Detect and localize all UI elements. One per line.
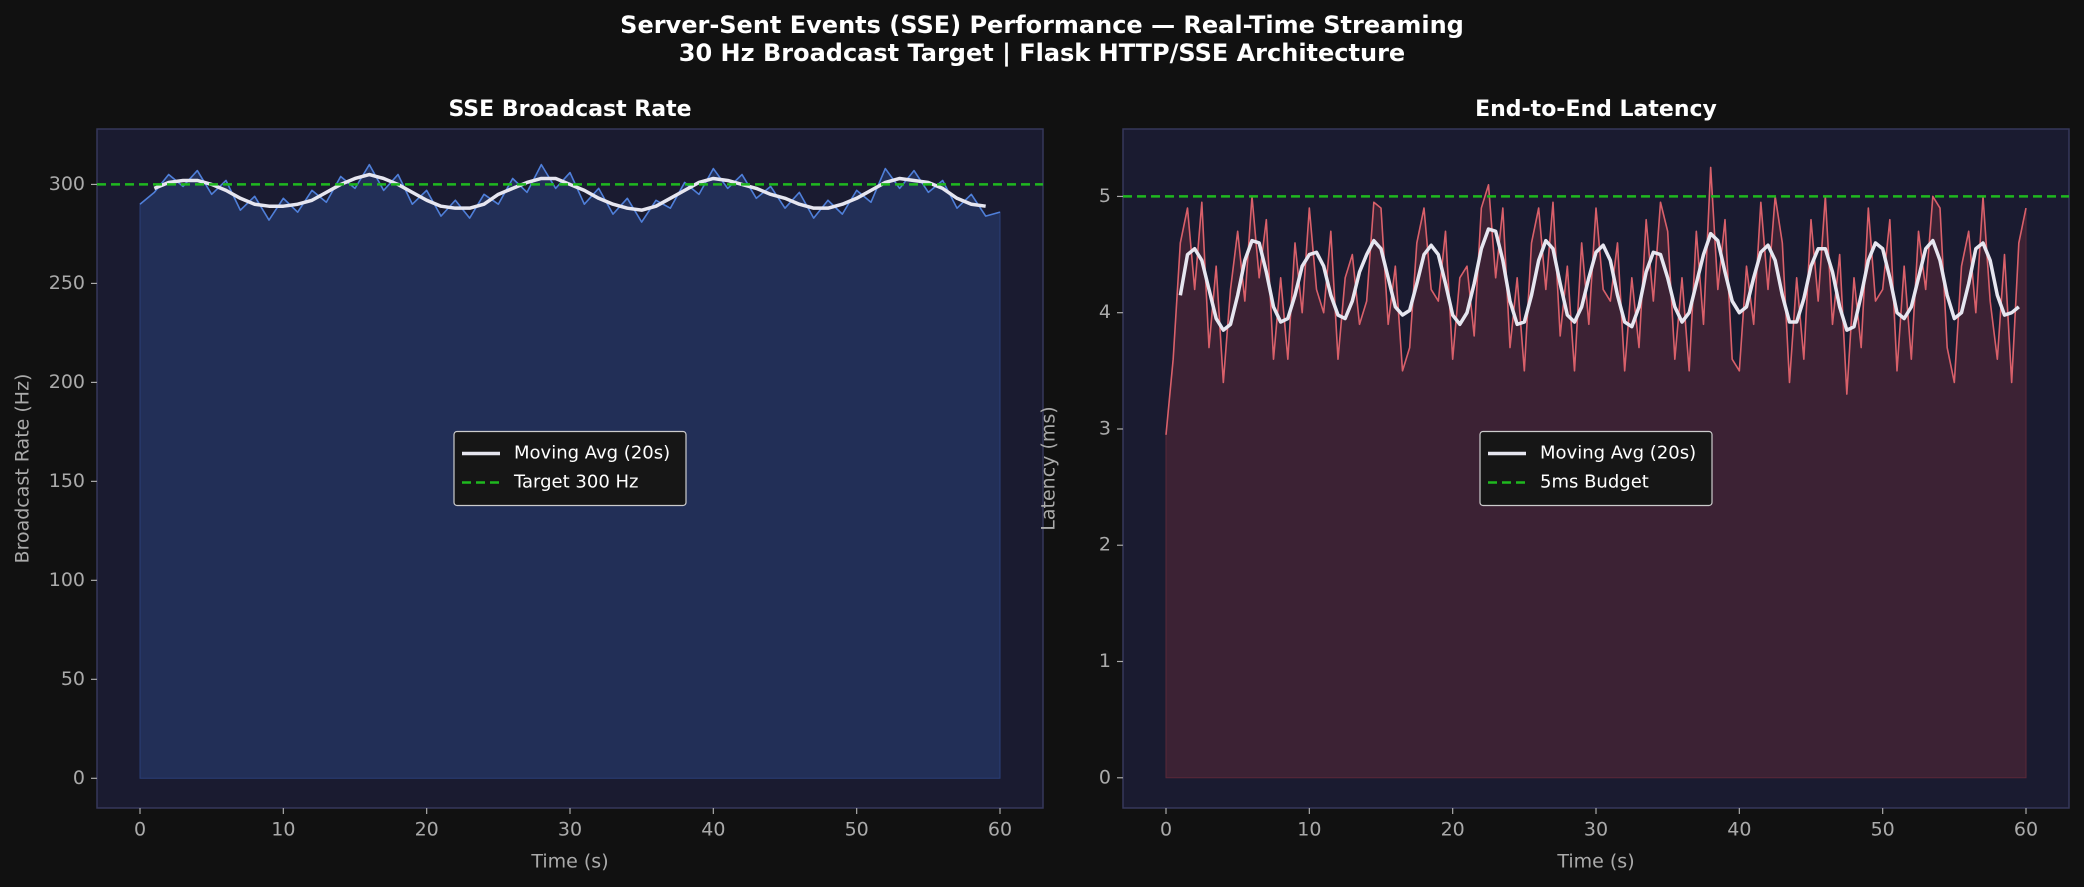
x-tick-label: 30 xyxy=(1584,819,1608,841)
y-tick-label: 1 xyxy=(1099,650,1111,672)
x-tick-label: 50 xyxy=(1871,819,1895,841)
x-tick-label: 10 xyxy=(1297,819,1321,841)
legend-label: Moving Avg (20s) xyxy=(1540,443,1696,464)
x-axis-label: Time (s) xyxy=(1556,851,1634,873)
x-tick-label: 0 xyxy=(1160,819,1172,841)
x-axis-label: Time (s) xyxy=(530,851,608,873)
figure-title: Server-Sent Events (SSE) Performance — R… xyxy=(620,11,1464,39)
y-tick-label: 50 xyxy=(61,668,85,690)
x-tick-label: 40 xyxy=(1727,819,1751,841)
x-tick-label: 10 xyxy=(271,819,295,841)
y-tick-label: 250 xyxy=(49,272,85,294)
x-tick-label: 0 xyxy=(134,819,146,841)
x-tick-label: 20 xyxy=(415,819,439,841)
moving-average-line xyxy=(1178,227,2020,332)
legend-box xyxy=(1479,430,1713,507)
y-tick-label: 100 xyxy=(49,569,85,591)
y-axis-label: Broadcast Rate (Hz) xyxy=(12,374,34,564)
y-tick-label: 0 xyxy=(1099,766,1111,788)
y-axis-label: Latency (ms) xyxy=(1038,406,1060,530)
raw-line xyxy=(139,163,1001,223)
x-tick-label: 60 xyxy=(2014,819,2038,841)
y-tick-label: 300 xyxy=(49,173,85,195)
x-tick-label: 50 xyxy=(845,819,869,841)
figure-subtitle: 30 Hz Broadcast Target | Flask HTTP/SSE … xyxy=(679,39,1405,67)
y-tick-label: 0 xyxy=(73,767,85,789)
x-tick-label: 60 xyxy=(988,819,1012,841)
x-tick-label: 30 xyxy=(558,819,582,841)
subplot-title: SSE Broadcast Rate xyxy=(448,97,691,122)
y-tick-label: 200 xyxy=(49,371,85,393)
moving-average-line xyxy=(153,172,986,212)
y-tick-label: 4 xyxy=(1099,301,1111,323)
legend-label: Moving Avg (20s) xyxy=(514,443,670,464)
y-tick-label: 2 xyxy=(1099,534,1111,556)
y-tick-label: 5 xyxy=(1099,185,1111,207)
legend-label: 5ms Budget xyxy=(1540,472,1649,493)
y-tick-label: 150 xyxy=(49,470,85,492)
legend-label: Target 300 Hz xyxy=(513,472,638,493)
legend-box xyxy=(453,430,687,507)
x-tick-label: 40 xyxy=(701,819,725,841)
raw-line xyxy=(1165,166,2027,435)
y-tick-label: 3 xyxy=(1099,417,1111,439)
subplot-title: End-to-End Latency xyxy=(1475,97,1717,122)
x-tick-label: 20 xyxy=(1441,819,1465,841)
